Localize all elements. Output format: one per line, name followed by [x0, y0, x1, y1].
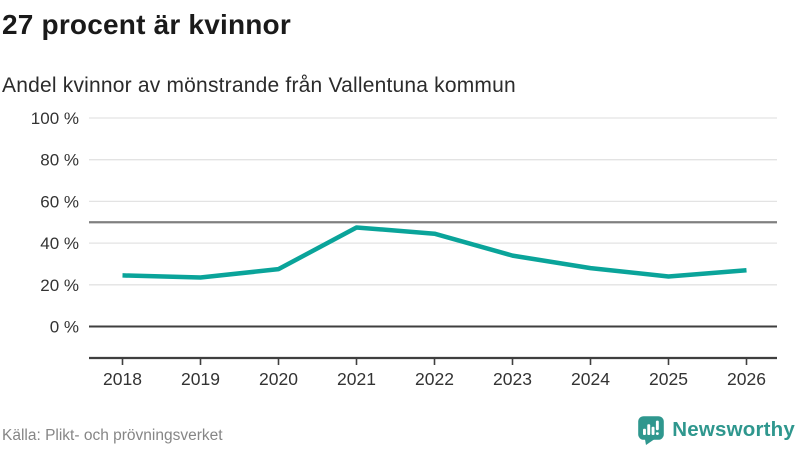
- chart-title: 27 procent är kvinnor: [2, 9, 291, 40]
- x-axis-tick-label: 2018: [103, 369, 142, 389]
- x-axis-tick-label: 2023: [493, 369, 532, 389]
- x-axis-tick-label: 2020: [259, 369, 298, 389]
- brand-name: Newsworthy: [672, 418, 795, 441]
- y-axis-tick-label: 0 %: [50, 318, 79, 337]
- y-axis-tick-label: 60 %: [40, 192, 79, 211]
- x-axis-tick-label: 2024: [571, 369, 610, 389]
- data-line-andel-kvinnor: [122, 225, 747, 280]
- chart-subtitle: Andel kvinnor av mönstrande från Vallent…: [2, 74, 516, 97]
- y-axis-tick-label: 40 %: [40, 234, 79, 253]
- newsworthy-logo: Newsworthy: [637, 414, 795, 446]
- newsworthy-bar-chart-speech-bubble-icon: [638, 416, 665, 445]
- y-axis-tick-label: 20 %: [40, 276, 79, 295]
- x-axis-tick-label: 2022: [415, 369, 454, 389]
- x-axis-tick-label: 2025: [649, 369, 688, 389]
- source-note: Källa: Plikt- och prövningsverket: [2, 427, 223, 444]
- x-axis-tick-label: 2021: [337, 369, 376, 389]
- y-axis-tick-label: 80 %: [40, 151, 79, 170]
- x-axis-tick-label: 2026: [727, 369, 766, 389]
- x-axis-tick-label: 2019: [181, 369, 220, 389]
- y-axis-tick-label: 100 %: [31, 109, 79, 128]
